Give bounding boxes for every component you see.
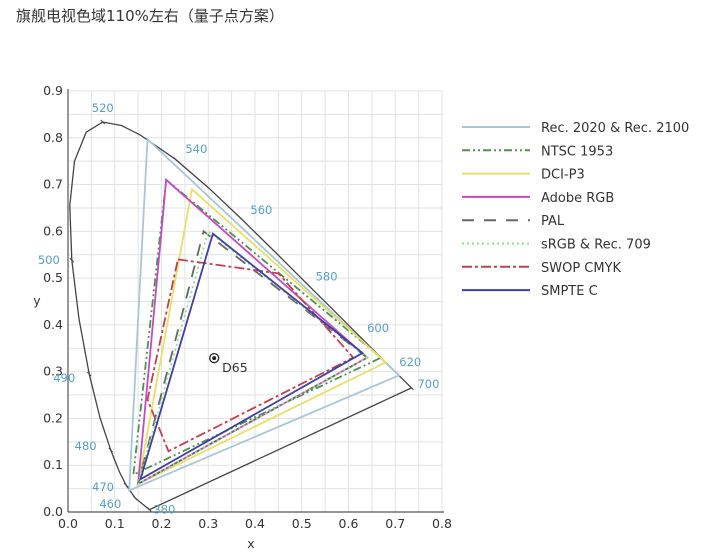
grid	[67, 90, 443, 513]
wavelength-tick	[305, 282, 310, 287]
wavelength-label: 380	[153, 503, 175, 517]
wavelength-tick	[69, 257, 75, 263]
wavelength-tick	[100, 119, 106, 125]
wavelength-label: 560	[250, 203, 272, 217]
wavelength-label: 620	[399, 355, 421, 369]
y-tick-label: 0.7	[43, 177, 63, 192]
white-point-dot	[212, 356, 217, 361]
wavelength-label: 540	[185, 142, 207, 156]
wavelength-label: 600	[367, 321, 389, 335]
legend: Rec. 2020 & Rec. 2100 NTSC 1953 DCI-P3 Adob…	[462, 121, 689, 299]
legend-label: Adobe RGB	[541, 191, 614, 206]
x-tick-label: 0.6	[339, 516, 359, 531]
y-tick-label: 0.1	[43, 457, 63, 472]
wavelength-label: 700	[417, 377, 439, 391]
wavelength-tick	[108, 447, 114, 453]
wavelength-tick	[123, 482, 129, 488]
wavelength-label: 470	[92, 480, 114, 494]
y-tick-label: 0.9	[43, 83, 63, 98]
x-tick-label: 0.1	[105, 516, 125, 531]
wavelength-tick	[409, 385, 414, 391]
wavelength-label: 500	[38, 253, 60, 267]
spectral-locus: 380 460 470 480 490 500 520 540 560 580 600 620 700	[38, 101, 440, 517]
legend-label: SMPTE C	[541, 284, 598, 299]
y-tick-label: 0.3	[43, 364, 63, 379]
y-tick-label: 0.4	[43, 317, 63, 332]
wavelength-label: 460	[99, 497, 121, 511]
wavelength-label: 520	[92, 101, 114, 115]
wavelength-label: 480	[75, 439, 97, 453]
white-point-label: D65	[222, 360, 248, 375]
y-tick-label: 0.6	[43, 223, 63, 238]
wavelength-label: 580	[316, 269, 338, 283]
wavelength-tick	[172, 156, 178, 162]
x-tick-label: 0.0	[58, 516, 78, 531]
gamut-dci-p3	[136, 187, 388, 486]
gamut-series: D65	[128, 137, 401, 492]
x-tick-label: 0.3	[198, 516, 218, 531]
y-tick-label: 0.8	[43, 130, 63, 145]
y-tick-label: 0.0	[43, 504, 63, 519]
y-tick-label: 0.2	[43, 410, 63, 425]
legend-label: sRGB & Rec. 709	[541, 238, 651, 253]
gamut-ntsc-1953	[132, 178, 383, 477]
y-axis-label: y	[33, 293, 41, 308]
axes: 0.0 0.1 0.2 0.3 0.4 0.5 0.6 0.7 0.8 0.0 0.1 0.2 0.3 0…	[43, 83, 452, 531]
page-title: 旗舰电视色域110%左右（量子点方案）	[16, 7, 284, 25]
wavelength-tick	[147, 507, 152, 513]
wavelength-tick	[240, 217, 245, 223]
x-tick-label: 0.8	[432, 516, 452, 531]
x-tick-label: 0.2	[152, 516, 172, 531]
x-axis-label: x	[247, 536, 254, 551]
wavelength-tick	[358, 335, 364, 341]
legend-label: NTSC 1953	[541, 144, 613, 159]
wavelength-tick	[86, 371, 92, 377]
x-tick-label: 0.7	[385, 516, 405, 531]
gamut-smpte-c	[139, 232, 365, 482]
wavelength-label: 490	[53, 371, 75, 385]
gamut-rec-2020-rec-2100	[128, 137, 401, 492]
legend-label: PAL	[541, 214, 565, 229]
legend-label: DCI-P3	[541, 168, 585, 183]
spectral-locus-curve	[69, 121, 413, 511]
x-tick-label: 0.5	[292, 516, 312, 531]
x-tick-label: 0.4	[245, 516, 265, 531]
legend-label: SWOP CMYK	[541, 261, 622, 276]
gamut-swop-cmyk	[146, 258, 355, 453]
y-tick-label: 0.5	[43, 270, 63, 285]
legend-label: Rec. 2020 & Rec. 2100	[541, 121, 689, 136]
wavelength-tick	[132, 495, 138, 501]
